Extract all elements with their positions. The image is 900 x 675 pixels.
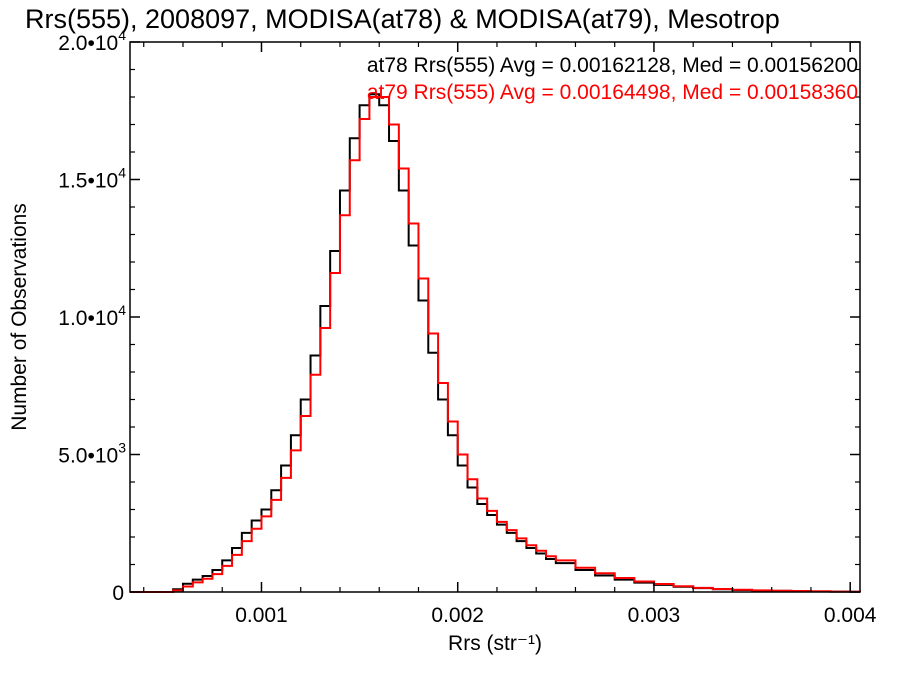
x-tick-label: 0.004 [824,604,877,627]
stats-annotation-1: at79 Rrs(555) Avg = 0.00164498, Med = 0.… [367,81,858,104]
y-tick-label: 1.5•104 [58,165,126,193]
y-tick-label: 2.0•104 [58,27,126,55]
y-axis-label: Number of Observations [8,203,31,431]
x-tick-label: 0.002 [431,604,484,627]
series-layer [130,93,861,593]
series-line-0 [130,93,861,593]
x-axis-label: Rrs (str⁻¹) [448,632,542,655]
y-tick-label: 0 [112,582,124,605]
x-tick-label: 0.003 [628,604,681,627]
ticks-layer: 0.001 0.002 0.003 0.004 0 5.0•103 1.0•104 1.5•1… [58,27,876,627]
y-tick-label: 5.0•103 [58,440,126,468]
plot-frame [129,41,861,593]
y-tick-label: 1.0•104 [58,302,126,330]
stats-annotation-0: at78 Rrs(555) Avg = 0.00162128, Med = 0.… [367,54,858,77]
chart-title: Rrs(555), 2008097, MODISA(at78) & MODISA… [25,4,780,34]
x-tick-label: 0.001 [235,604,288,627]
series-line-1 [130,96,861,593]
annotation-layer: at78 Rrs(555) Avg = 0.00162128, Med = 0.… [367,54,858,104]
